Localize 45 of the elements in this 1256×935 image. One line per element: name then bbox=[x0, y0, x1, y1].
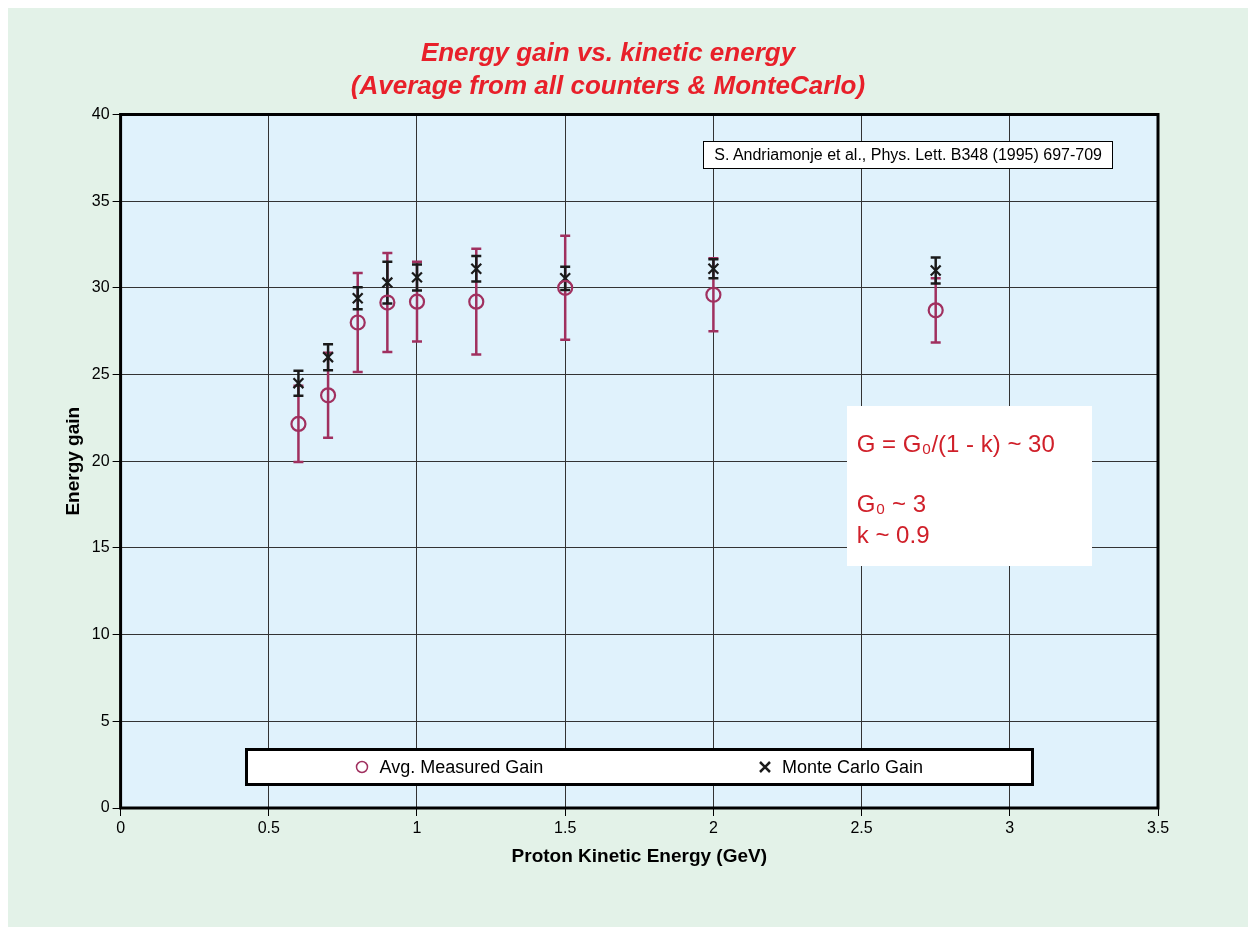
y-tick-label: 35 bbox=[91, 191, 110, 209]
x-tick-label: 0.5 bbox=[257, 819, 281, 837]
chart-title: Energy gain vs. kinetic energy bbox=[420, 36, 797, 67]
x-tick-label: 2 bbox=[708, 819, 718, 837]
point bbox=[322, 351, 335, 364]
y-tick-label: 25 bbox=[91, 364, 110, 382]
point bbox=[379, 294, 396, 311]
y-tick-label: 30 bbox=[91, 278, 110, 296]
annotation: S. Andriamonje et al., Phys. Lett. B348 (1995) 697-709 bbox=[703, 141, 1113, 170]
legend-label: Monte Carlo Gain bbox=[782, 756, 924, 778]
point bbox=[349, 314, 366, 331]
chart-subtitle: (Average from all counters & MonteCarlo) bbox=[350, 69, 866, 100]
point bbox=[707, 262, 720, 275]
x-tick-label: 1 bbox=[412, 819, 422, 837]
y-tick-label: 15 bbox=[91, 538, 110, 556]
annotation: G₀ ~ 3 bbox=[856, 488, 928, 519]
point bbox=[381, 276, 394, 289]
point bbox=[410, 271, 424, 284]
point bbox=[292, 377, 305, 390]
x-tick-label: 2.5 bbox=[850, 819, 873, 837]
x-tick-label: 3 bbox=[1005, 819, 1015, 837]
point bbox=[929, 264, 942, 277]
point bbox=[470, 262, 483, 275]
point bbox=[351, 292, 364, 305]
point bbox=[468, 293, 485, 310]
point bbox=[290, 415, 307, 433]
x-tick-label: 1.5 bbox=[554, 819, 577, 837]
point bbox=[319, 387, 337, 404]
point bbox=[408, 293, 426, 310]
annotation: k ~ 0.9 bbox=[856, 519, 931, 550]
y-axis-title: Energy gain bbox=[61, 406, 83, 516]
y-tick-label: 5 bbox=[100, 711, 110, 729]
y-tick-label: 40 bbox=[91, 104, 110, 122]
point bbox=[705, 286, 722, 303]
point bbox=[557, 279, 574, 296]
point bbox=[559, 272, 572, 285]
point bbox=[927, 302, 944, 319]
x-tick-label: 0 bbox=[116, 819, 126, 837]
y-tick-label: 10 bbox=[91, 625, 110, 643]
y-tick-label: 20 bbox=[91, 451, 110, 469]
annotation: G = G₀/(1 - k) ~ 30 bbox=[856, 429, 1056, 460]
y-tick-label: 0 bbox=[100, 798, 110, 816]
x-axis-title: Proton Kinetic Energy (GeV) bbox=[511, 844, 768, 866]
legend-label: Avg. Measured Gain bbox=[379, 756, 544, 778]
x-tick-label: 3.5 bbox=[1146, 819, 1170, 837]
